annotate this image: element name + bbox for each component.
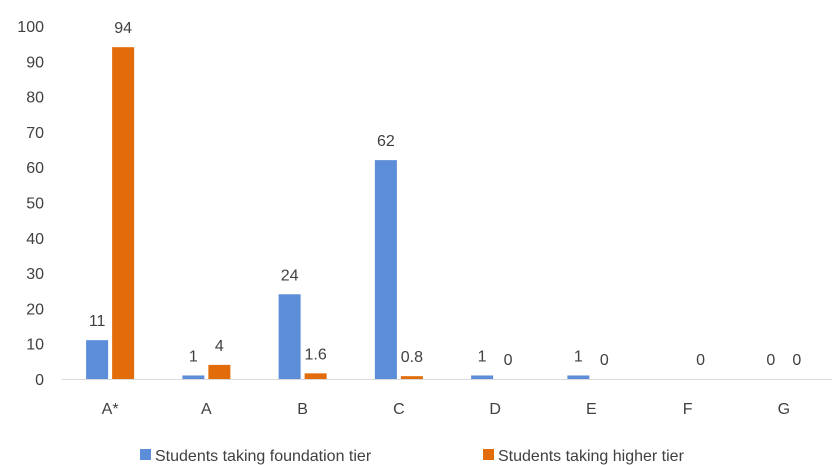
foundation-bar-A* xyxy=(86,340,109,379)
higher-data-label-A: 4 xyxy=(215,338,224,355)
higher-data-label-F: 0 xyxy=(696,352,705,369)
y-tick-label: 100 xyxy=(17,19,44,36)
y-tick-label: 10 xyxy=(26,337,44,354)
bars xyxy=(86,47,590,380)
foundation-data-label-G: 0 xyxy=(766,352,775,369)
higher-data-label-A*: 94 xyxy=(114,20,132,37)
y-tick-label: 0 xyxy=(35,372,44,389)
foundation-bar-C xyxy=(374,160,397,379)
foundation-data-label-D: 1 xyxy=(478,348,487,365)
x-category-label: A xyxy=(201,401,212,418)
foundation-bar-B xyxy=(278,294,301,379)
higher-bar-C xyxy=(400,376,423,379)
foundation-bar-D xyxy=(471,375,494,379)
x-axis: A* A B C D E F G xyxy=(102,401,790,418)
higher-data-label-D: 0 xyxy=(504,352,513,369)
foundation-bar-E xyxy=(567,375,590,379)
x-category-label: D xyxy=(489,401,501,418)
y-tick-label: 30 xyxy=(26,266,44,283)
x-category-label: B xyxy=(297,401,308,418)
foundation-data-label-E: 1 xyxy=(574,348,583,365)
y-tick-label: 80 xyxy=(26,90,44,107)
y-tick-label: 20 xyxy=(26,301,44,318)
y-tick-label: 40 xyxy=(26,231,44,248)
x-category-label: E xyxy=(586,401,597,418)
legend-label-foundation: Students taking foundation tier xyxy=(155,448,372,465)
foundation-data-label-A*: 11 xyxy=(89,313,106,330)
legend-swatch-foundation xyxy=(140,449,151,460)
legend-label-higher: Students taking higher tier xyxy=(498,448,685,465)
x-category-label: G xyxy=(778,401,790,418)
foundation-data-label-C: 62 xyxy=(377,133,395,150)
higher-data-label-G: 0 xyxy=(792,352,801,369)
higher-data-label-E: 0 xyxy=(600,352,609,369)
higher-data-label-B: 1.6 xyxy=(305,346,327,363)
y-tick-label: 60 xyxy=(26,160,44,177)
higher-bar-A xyxy=(208,364,231,379)
higher-bar-A* xyxy=(112,47,135,380)
higher-data-label-C: 0.8 xyxy=(401,349,423,366)
higher-bar-B xyxy=(304,373,327,379)
foundation-data-label-B: 24 xyxy=(281,267,299,284)
legend-swatch-higher xyxy=(483,449,494,460)
legend: Students taking foundation tier Students … xyxy=(140,448,685,465)
foundation-data-label-A: 1 xyxy=(189,348,198,365)
y-tick-label: 70 xyxy=(26,125,44,142)
y-axis: 0 10 20 30 40 50 60 70 80 90 100 xyxy=(17,19,44,389)
x-category-label: A* xyxy=(102,401,119,418)
y-tick-label: 50 xyxy=(26,196,44,213)
foundation-bar-A xyxy=(182,375,205,379)
y-tick-label: 90 xyxy=(26,54,44,71)
x-category-label: F xyxy=(683,401,693,418)
x-category-label: C xyxy=(393,401,405,418)
